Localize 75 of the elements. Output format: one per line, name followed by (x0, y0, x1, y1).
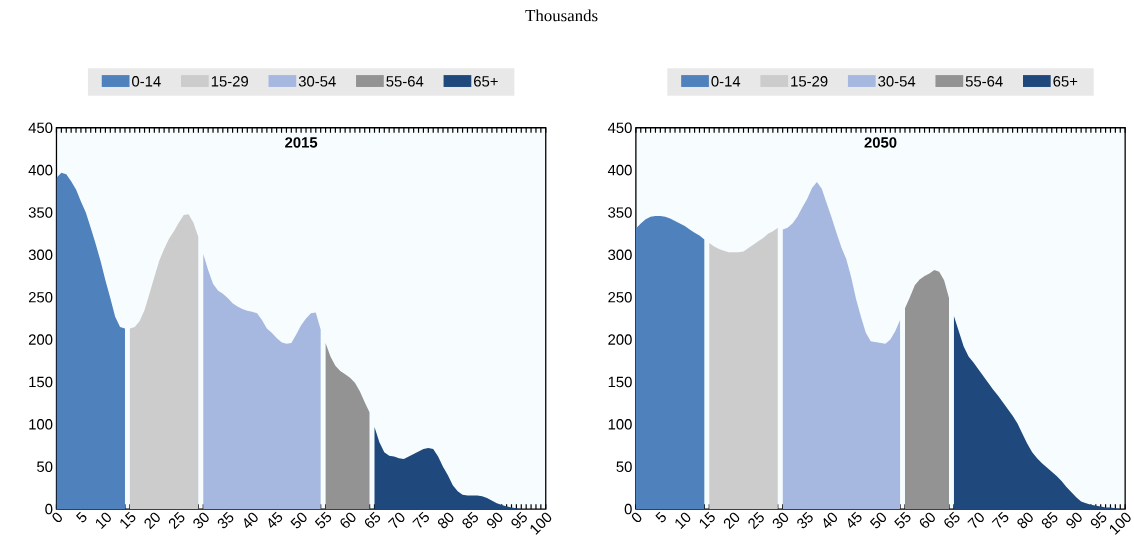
x-tick-label: 60 (919, 512, 935, 528)
x-tick-label: 65 (364, 511, 381, 528)
y-tick-label: 350 (28, 207, 53, 218)
x-tick-label: 95 (511, 511, 527, 529)
x-tick-label: 50 (869, 512, 886, 529)
text: Thousands (525, 9, 598, 22)
legend-label: 55-64 (386, 76, 424, 87)
legend-label: 30-54 (298, 76, 336, 87)
x-tick-label: 10 (96, 512, 111, 529)
x-tick-label: 95 (1090, 511, 1107, 529)
x-tick-label: 20 (144, 512, 160, 530)
y-tick-label: 200 (28, 334, 53, 345)
x-tick-label: 15 (699, 511, 715, 529)
x-tick-label: 30 (193, 512, 209, 529)
y-tick-label: 300 (28, 249, 53, 261)
x-tick-label: 65 (944, 511, 960, 528)
y-tick-label: 350 (608, 207, 632, 218)
legend-label: 55-64 (965, 76, 1003, 87)
y-tick-label: 450 (607, 122, 632, 133)
x-tick-label: 85 (462, 511, 479, 529)
legend-label: 15-29 (791, 76, 828, 87)
legend-label: 65+ (474, 76, 498, 87)
x-tick-label: 55 (894, 511, 911, 529)
x-tick-label: 30 (772, 512, 789, 529)
y-tick-label: 200 (608, 334, 632, 345)
x-tick-label: 15 (120, 511, 136, 529)
y-tick-label: 150 (29, 376, 53, 388)
x-tick-label: 10 (675, 512, 691, 529)
y-tick-label: 100 (608, 419, 632, 430)
x-tick-label: 80 (437, 512, 454, 529)
y-tick-label: 100 (29, 419, 53, 430)
y-tick-label: 0 (45, 503, 53, 515)
x-tick-label: 45 (847, 511, 862, 528)
x-tick-label: 50 (290, 512, 307, 529)
x-tick-label: 70 (967, 512, 984, 528)
y-tick-label: 400 (28, 164, 53, 176)
y-tick-label: 50 (616, 461, 632, 472)
x-tick-label: 40 (244, 512, 258, 528)
x-tick-label: 35 (217, 511, 234, 529)
x-tick-label: 90 (1066, 512, 1082, 529)
x-tick-label: 25 (748, 511, 764, 530)
x-tick-label: 75 (412, 511, 429, 528)
x-tick-label: 25 (168, 511, 185, 530)
y-tick-label: 150 (608, 376, 632, 388)
x-tick-label: 40 (823, 512, 838, 528)
chart-title: 2015 (285, 137, 318, 148)
legend-label: 30-54 (878, 76, 916, 87)
y-tick-label: 450 (28, 122, 53, 133)
x-tick-label: 75 (991, 511, 1009, 528)
legend-label: 65+ (1053, 76, 1078, 87)
legend-label: 0-14 (711, 76, 741, 87)
x-tick-label: 60 (340, 512, 356, 528)
x-tick-label: 35 (797, 511, 813, 529)
legend-label: 0-14 (132, 76, 161, 87)
x-tick-label: 80 (1017, 512, 1033, 529)
x-tick-label: 0 (52, 512, 62, 523)
x-tick-label: 0 (631, 512, 642, 523)
y-tick-label: 0 (624, 503, 632, 515)
y-tick-label: 250 (28, 291, 53, 303)
y-tick-label: 50 (37, 461, 53, 472)
x-tick-label: 45 (268, 511, 283, 528)
y-tick-label: 400 (607, 164, 632, 176)
x-tick-label: 20 (723, 512, 740, 530)
x-tick-label: 5 (75, 511, 87, 523)
x-tick-label: 90 (486, 512, 503, 529)
legend-label: 15-29 (211, 76, 248, 87)
y-tick-label: 300 (608, 249, 632, 261)
x-tick-label: 70 (387, 512, 405, 528)
x-tick-label: 5 (655, 511, 666, 523)
chart-title: 2050 (864, 137, 897, 148)
y-tick-label: 250 (608, 291, 632, 303)
x-tick-label: 55 (314, 511, 332, 529)
x-tick-label: 85 (1041, 511, 1058, 529)
x-tick-label: 100 (1109, 512, 1131, 535)
x-tick-label: 100 (530, 512, 552, 535)
